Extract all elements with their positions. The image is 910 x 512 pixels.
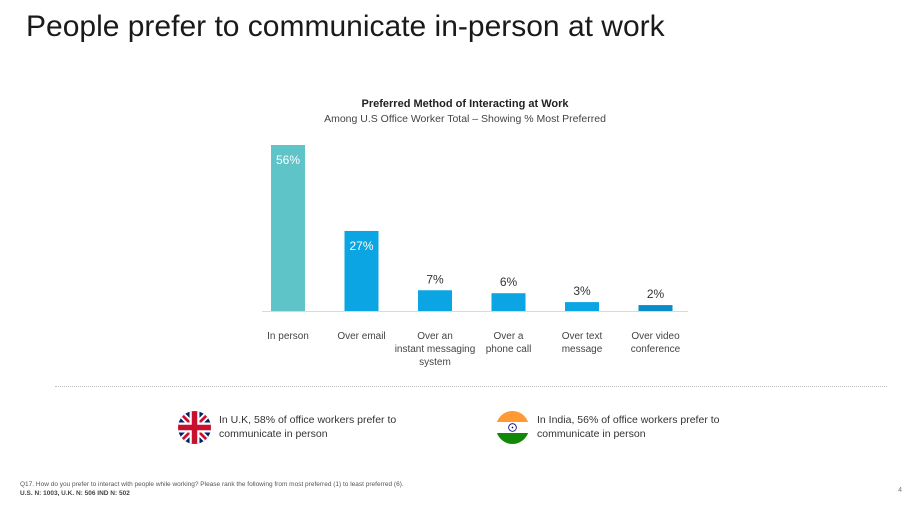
footnote-sample-sizes: U.S. N: 1003, U.K. N: 506 IND N: 502 xyxy=(20,490,130,497)
india-callout: In India, 56% of office workers prefer t… xyxy=(496,411,722,444)
bar xyxy=(271,145,305,311)
category-label: Over email xyxy=(337,331,385,342)
bar-value-label: 27% xyxy=(349,239,373,253)
chart-title: Preferred Method of Interacting at Work xyxy=(361,98,569,110)
bar xyxy=(491,293,526,311)
category-label-line: Over video xyxy=(631,331,680,342)
category-label-line: In person xyxy=(267,331,309,342)
bar-value-label: 6% xyxy=(500,275,518,289)
india-callout-text: In India, 56% of office workers prefer t… xyxy=(537,414,720,440)
category-label-line: conference xyxy=(631,344,681,355)
bar-value-label: 7% xyxy=(426,272,444,286)
slide-title: People prefer to communicate in-person a… xyxy=(26,10,665,43)
category-label-line: system xyxy=(419,357,451,368)
bar xyxy=(344,230,379,311)
category-label: Over an instant messaging system xyxy=(395,331,476,368)
bar-value-label: 2% xyxy=(647,287,665,301)
section-divider xyxy=(55,386,887,387)
bar-chart: 56% In person 27% Over email 7% Over an instan… xyxy=(262,145,688,368)
category-label-line: Over a xyxy=(493,331,523,342)
category-label-line: phone call xyxy=(486,344,532,355)
bar xyxy=(565,302,599,311)
bar xyxy=(418,290,452,311)
footnote: Q17. How do you prefer to interact with … xyxy=(20,480,404,498)
bar-value-label: 56% xyxy=(276,153,300,167)
category-label: Over a phone call xyxy=(486,331,532,355)
category-label-line: message xyxy=(562,344,603,355)
footnote-question: Q17. How do you prefer to interact with … xyxy=(20,481,404,488)
category-label-line: instant messaging xyxy=(395,344,476,355)
uk-callout-text: In U.K, 58% of office workers prefer to … xyxy=(219,414,397,440)
category-label-line: Over text xyxy=(562,331,603,342)
bar xyxy=(638,305,673,311)
category-label: In person xyxy=(267,331,309,342)
uk-callout: In U.K, 58% of office workers prefer to … xyxy=(178,411,404,444)
chart-subtitle: Among U.S Office Worker Total – Showing … xyxy=(324,113,606,125)
bar-value-label: 3% xyxy=(573,284,591,298)
category-label-line: Over email xyxy=(337,331,385,342)
india-flag-icon xyxy=(496,411,529,444)
category-label: Over text message xyxy=(562,331,603,355)
uk-flag-icon xyxy=(178,411,211,444)
page-number: 4 xyxy=(898,487,902,494)
category-label-line: Over an xyxy=(417,331,453,342)
category-label: Over video conference xyxy=(631,331,681,355)
